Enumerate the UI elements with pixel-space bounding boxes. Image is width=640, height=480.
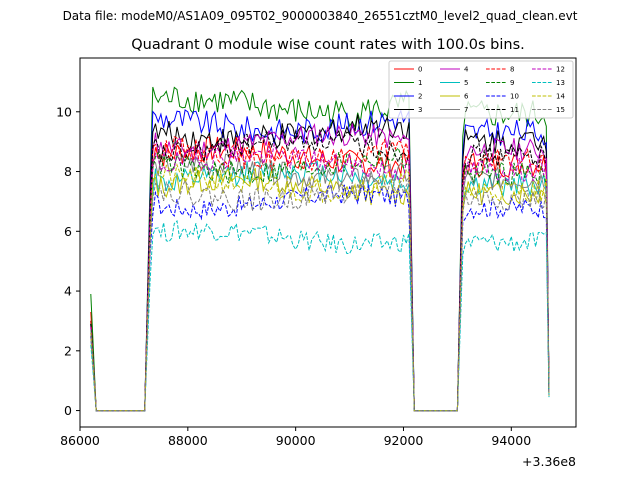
series-line-0 (90, 136, 550, 412)
legend-label-3: 3 (418, 106, 422, 114)
plot-area (90, 86, 550, 412)
legend-label-11: 11 (510, 106, 519, 114)
legend-box (388, 60, 574, 119)
series-line-10 (90, 184, 550, 412)
legend-label-12: 12 (556, 66, 565, 74)
x-tick-label: 88000 (168, 433, 208, 448)
legend-label-8: 8 (510, 66, 514, 74)
x-offset-label: +3.36e8 (522, 454, 576, 469)
y-axis: 0 2 4 6 8 10 (56, 104, 80, 418)
legend-label-1: 1 (418, 79, 422, 87)
legend-label-14: 14 (556, 93, 565, 101)
legend-label-7: 7 (464, 106, 468, 114)
series-line-15 (90, 175, 550, 412)
series-line-11 (90, 129, 550, 412)
legend-label-4: 4 (464, 66, 469, 74)
chart-title: Quadrant 0 module wise count rates with … (131, 37, 525, 53)
x-tick-label: 90000 (276, 433, 316, 448)
y-tick-label: 10 (56, 104, 72, 119)
axes-frame (79, 57, 577, 428)
x-axis: 86000 88000 90000 92000 94000 (60, 427, 531, 448)
legend-label-0: 0 (418, 66, 422, 74)
x-tick-label: 86000 (60, 433, 100, 448)
series-line-7 (90, 153, 550, 412)
series-line-9 (90, 147, 550, 412)
x-tick-label: 94000 (491, 433, 531, 448)
y-tick-label: 8 (64, 164, 72, 179)
series-line-14 (90, 162, 550, 412)
legend-label-13: 13 (556, 79, 565, 87)
legend-label-5: 5 (464, 79, 468, 87)
legend-label-2: 2 (418, 93, 422, 101)
y-tick-label: 6 (64, 224, 72, 239)
legend-label-10: 10 (510, 93, 519, 101)
x-tick-label: 92000 (384, 433, 424, 448)
suptitle: Data file: modeM0/AS1A09_095T02_90000038… (63, 9, 578, 23)
legend-label-6: 6 (464, 93, 469, 101)
series-line-1 (90, 86, 550, 412)
series-line-5 (90, 160, 550, 412)
legend-label-15: 15 (556, 106, 565, 114)
series-line-13 (90, 219, 550, 412)
y-tick-label: 4 (64, 284, 72, 299)
y-tick-label: 2 (64, 343, 72, 358)
y-tick-label: 0 (64, 403, 72, 418)
series-line-8 (90, 136, 550, 412)
legend-label-9: 9 (510, 79, 514, 87)
